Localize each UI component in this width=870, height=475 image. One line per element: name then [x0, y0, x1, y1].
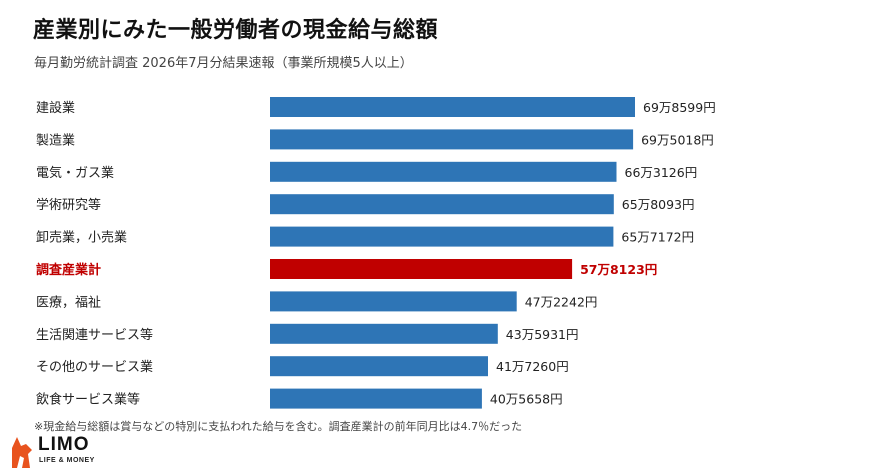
bar: [270, 259, 573, 279]
category-label: その他のサービス業: [36, 359, 153, 375]
bar: [270, 161, 617, 182]
footnote: ※現金給与総額は賞与などの特別に支払われた給与を含む。調査産業計の前年同月比は4…: [34, 420, 523, 433]
data-label: 57万8123円: [580, 262, 657, 277]
logo-wordmark: LIMO: [38, 434, 90, 455]
bar: [270, 323, 498, 344]
bar: [270, 388, 482, 409]
data-label: 65万7172円: [621, 230, 694, 245]
bar: [270, 291, 517, 312]
category-label: 製造業: [36, 132, 75, 148]
category-label: 生活関連サービス等: [36, 327, 153, 343]
data-label: 69万8599円: [643, 100, 716, 115]
data-label: 47万2242円: [525, 294, 598, 309]
bar: [270, 129, 634, 150]
category-label: 電気・ガス業: [36, 165, 114, 181]
bar: [270, 194, 614, 215]
category-label: 卸売業，小売業: [36, 230, 127, 246]
data-label: 66万3126円: [625, 165, 698, 180]
data-label: 43万5931円: [506, 327, 579, 342]
fox-logo-icon: [12, 437, 32, 468]
category-label: 学術研究等: [36, 197, 101, 213]
category-label: 飲食サービス業等: [36, 392, 140, 408]
category-label: 建設業: [36, 100, 75, 116]
data-label: 69万5018円: [641, 132, 714, 147]
bar: [270, 226, 614, 247]
data-label: 41万7260円: [496, 359, 569, 374]
chart-subtitle: 毎月勤労統計調査 2026年7月分結果速報（事業所規模5人以上）: [34, 56, 413, 71]
logo-tagline: LIFE & MONEY: [39, 457, 95, 464]
category-label: 医療，福祉: [36, 295, 101, 310]
limo-logo: LIMO LIFE & MONEY: [8, 434, 128, 472]
data-label: 65万8093円: [622, 197, 695, 212]
category-label: 調査産業計: [36, 262, 101, 278]
bar: [270, 97, 635, 117]
data-label: 40万5658円: [490, 392, 563, 407]
bar: [270, 356, 488, 377]
chart-title: 産業別にみた一般労働者の現金給与総額: [33, 18, 439, 43]
